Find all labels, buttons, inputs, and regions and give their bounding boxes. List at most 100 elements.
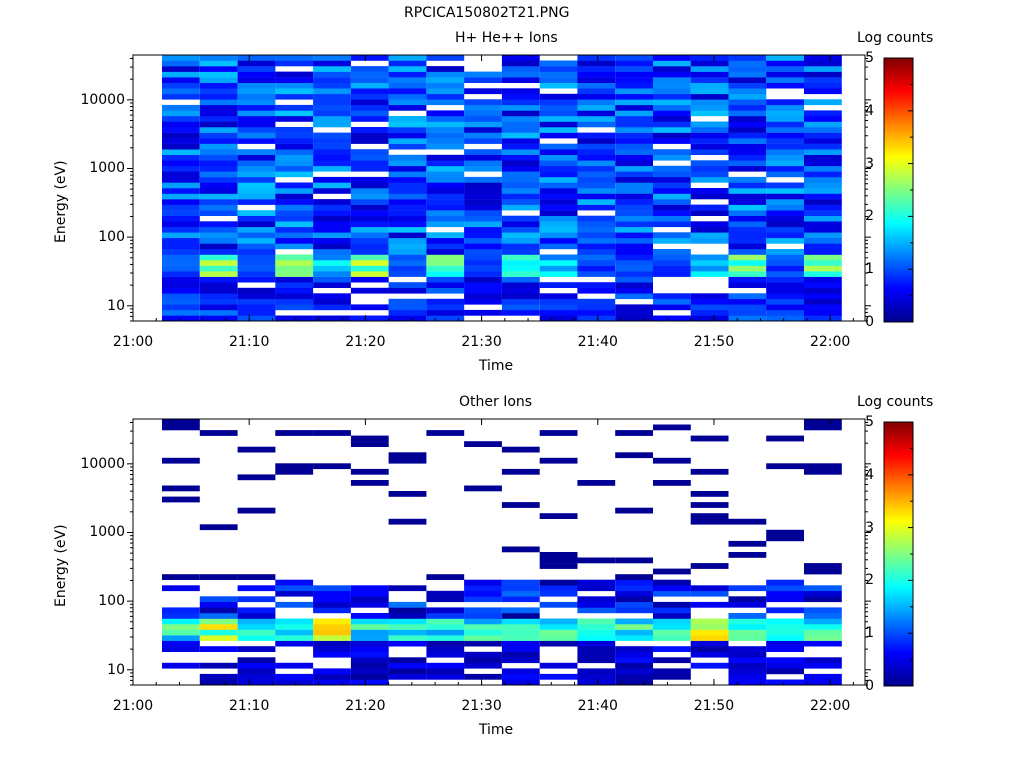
heatmap-cell	[313, 679, 351, 686]
heatmap-cell	[804, 127, 842, 133]
heatmap-cell	[199, 243, 238, 250]
heatmap-cell	[728, 221, 767, 228]
heatmap-cell	[615, 265, 653, 272]
heatmap-cell	[350, 215, 389, 222]
heatmap-cell	[237, 232, 276, 239]
heatmap-cell	[388, 629, 427, 636]
heatmap-cell	[237, 116, 276, 122]
heatmap-cell	[275, 679, 314, 686]
heatmap-cell	[162, 282, 200, 288]
heatmap-cell	[690, 646, 729, 652]
heatmap-cell	[615, 596, 653, 603]
heatmap-cell	[728, 232, 767, 239]
heatmap-cell	[388, 673, 427, 680]
heatmap-cells	[162, 55, 842, 322]
heatmap-cell	[766, 221, 804, 228]
heatmap-cell	[766, 60, 804, 67]
heatmap-cell	[539, 232, 578, 239]
heatmap-cell	[350, 315, 389, 322]
heatmap-cell	[275, 171, 314, 178]
heatmap-cell	[199, 82, 238, 89]
heatmap-cell	[388, 132, 427, 139]
x-tick-label: 21:20	[345, 698, 386, 714]
heatmap-cell	[162, 304, 200, 311]
heatmap-cell	[464, 265, 502, 272]
heatmap-cell	[728, 624, 767, 630]
heatmap-cell	[539, 66, 578, 72]
heatmap-cell	[766, 249, 804, 255]
heatmap-cell	[313, 210, 351, 216]
heatmap-cell	[766, 188, 804, 194]
heatmap-cell	[690, 260, 729, 266]
heatmap-cell	[275, 232, 314, 239]
heatmap-cell	[728, 116, 767, 122]
heatmap-cell	[313, 265, 351, 272]
heatmap-cell	[577, 249, 616, 255]
heatmap-cell	[275, 149, 314, 155]
heatmap-cell	[728, 99, 767, 106]
heatmap-cell	[388, 601, 427, 608]
heatmap-cell	[350, 668, 389, 675]
heatmap-cell	[501, 668, 540, 675]
y-tick-label: 100	[98, 593, 125, 610]
heatmap-cell	[388, 640, 427, 647]
heatmap-cell	[464, 249, 502, 255]
heatmap-cell	[615, 673, 653, 680]
heatmap-cell	[577, 82, 616, 89]
heatmap-cell	[388, 585, 427, 592]
heatmap-cell	[501, 193, 540, 200]
heatmap-cell	[464, 613, 502, 619]
heatmap-cell	[615, 110, 653, 117]
heatmap-cell	[539, 618, 578, 625]
heatmap-cell	[804, 271, 842, 277]
heatmap-cell	[501, 149, 540, 155]
heatmap-cell	[690, 309, 729, 316]
heatmap-cell	[804, 154, 842, 161]
heatmap-cell	[464, 232, 502, 239]
heatmap-cell	[388, 221, 427, 228]
heatmap-cell	[766, 293, 804, 300]
heatmap-cell	[275, 315, 314, 322]
heatmap-cell	[539, 149, 578, 155]
heatmap-cell	[237, 474, 276, 481]
heatmap-cell	[577, 188, 616, 194]
heatmap-cell	[804, 77, 842, 83]
heatmap-cell	[501, 271, 540, 277]
y-tick-label: 10	[107, 297, 125, 314]
heatmap-cell	[237, 662, 276, 669]
heatmap-cell	[199, 149, 238, 155]
heatmap-cell	[199, 104, 238, 111]
heatmap-cell	[350, 71, 389, 78]
heatmap-cell	[464, 309, 502, 316]
heatmap-cell	[162, 315, 200, 322]
heatmap-cell	[388, 99, 427, 106]
heatmap-cell	[501, 226, 540, 233]
heatmap-cell	[766, 77, 804, 83]
heatmap-cell	[804, 463, 842, 470]
heatmap-cell	[313, 154, 351, 161]
heatmap-cell	[237, 260, 276, 266]
heatmap-cell	[501, 110, 540, 117]
x-tick-label: 21:40	[577, 698, 618, 714]
heatmap-cell	[728, 304, 767, 311]
heatmap-cell	[577, 271, 616, 277]
heatmap-cell	[690, 93, 729, 100]
heatmap-cell	[728, 552, 767, 558]
heatmap-cell	[426, 668, 465, 675]
heatmap-cell	[426, 160, 465, 167]
heatmap-cell	[577, 121, 616, 128]
heatmap-cell	[275, 165, 314, 172]
heatmap-cell	[350, 657, 389, 664]
heatmap-cell	[728, 60, 767, 67]
heatmap-cell	[501, 71, 540, 78]
heatmap-cell	[199, 574, 238, 580]
heatmap-cell	[501, 646, 540, 652]
heatmap-cell	[199, 601, 238, 608]
heatmap-cell	[199, 154, 238, 161]
heatmap-cell	[766, 254, 804, 261]
heatmap-cell	[539, 93, 578, 100]
heatmap-cell	[350, 116, 389, 122]
heatmap-cell	[199, 309, 238, 316]
heatmap-cell	[653, 590, 691, 597]
heatmap-cell	[388, 298, 427, 305]
